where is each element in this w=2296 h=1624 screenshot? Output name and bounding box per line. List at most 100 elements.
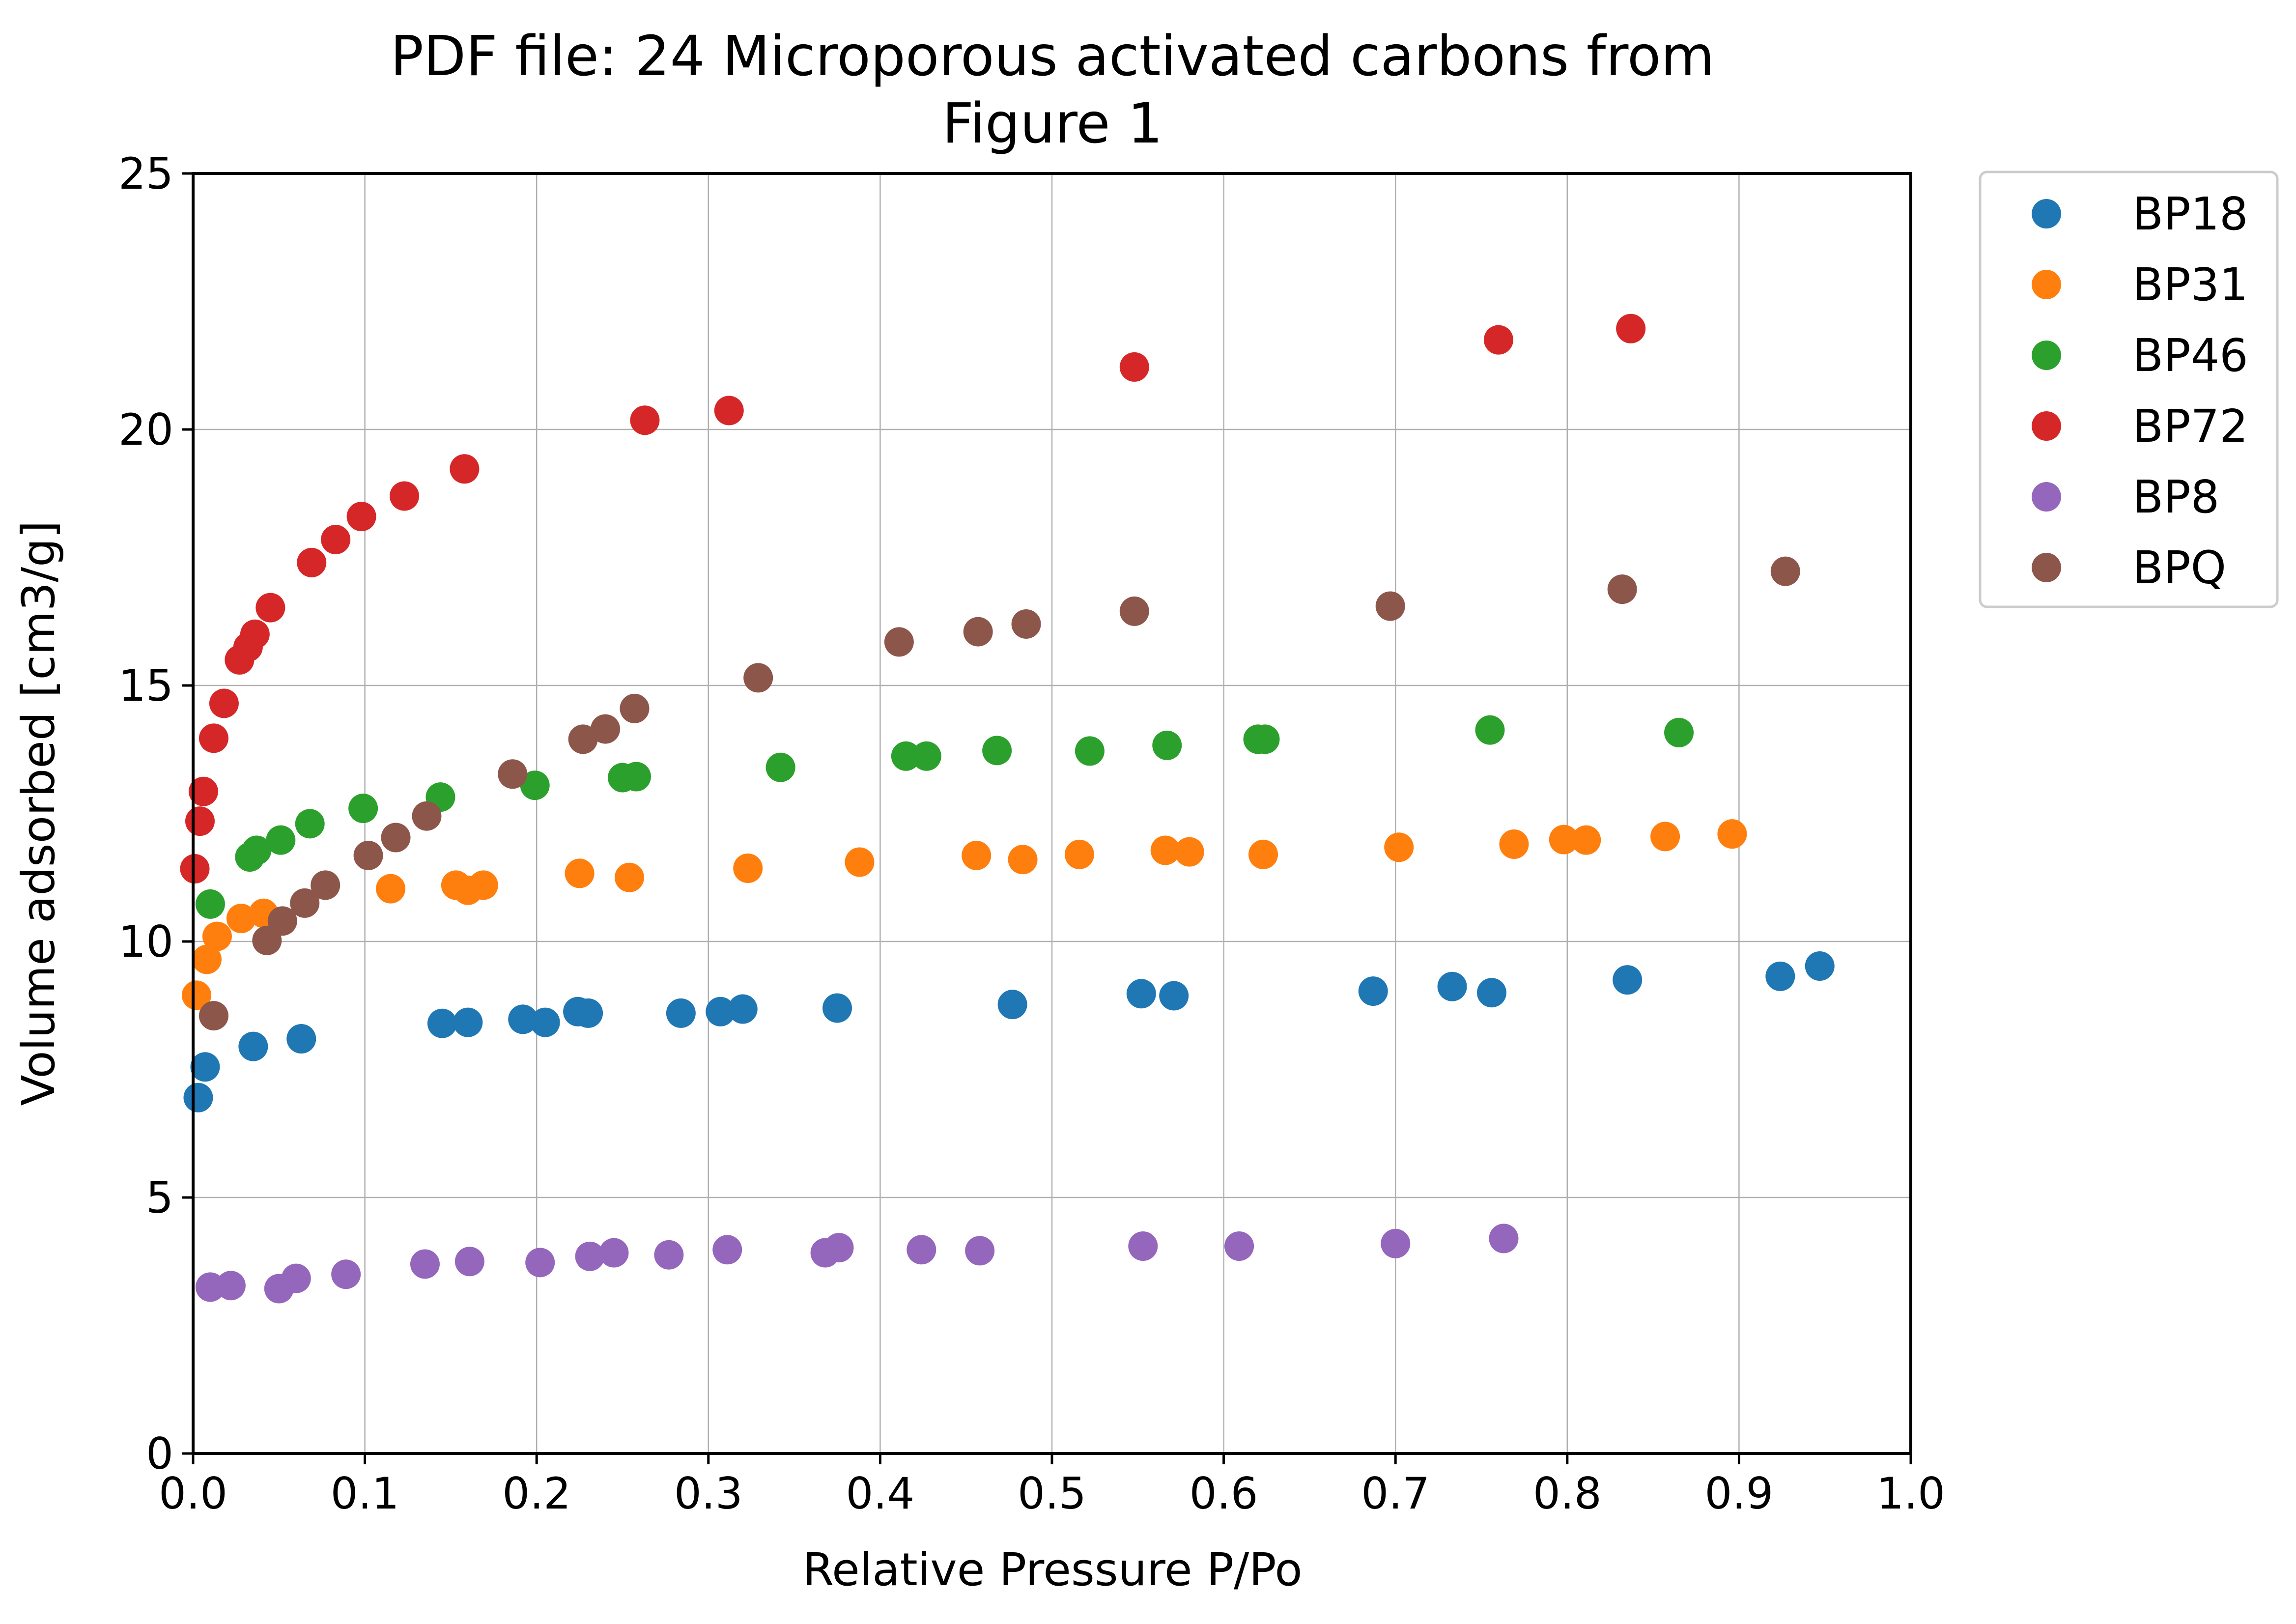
data-point <box>1499 829 1529 859</box>
data-point <box>346 502 376 532</box>
data-point <box>267 906 297 936</box>
data-point <box>1159 981 1189 1011</box>
data-point <box>453 1007 483 1037</box>
data-point <box>1476 978 1506 1008</box>
data-point <box>575 1241 605 1271</box>
data-point <box>1150 835 1180 865</box>
data-point <box>1765 961 1795 991</box>
data-point <box>188 776 218 806</box>
data-point <box>654 1240 684 1270</box>
series-bp46 <box>195 715 1694 919</box>
y-tick-label: 20 <box>118 404 173 455</box>
data-point <box>630 405 660 435</box>
data-point <box>525 1248 555 1278</box>
x-tick-label: 0.9 <box>1704 1468 1773 1519</box>
series-bp31 <box>181 819 1747 1010</box>
data-point <box>824 1233 854 1263</box>
data-point <box>743 663 773 693</box>
data-point <box>591 714 621 744</box>
data-point <box>573 998 603 1028</box>
x-tick-label: 0.0 <box>159 1468 227 1519</box>
data-point <box>508 1004 538 1034</box>
data-point <box>965 1236 995 1266</box>
data-point <box>468 870 498 900</box>
data-point <box>427 1008 457 1038</box>
data-point <box>706 997 736 1026</box>
data-point <box>454 1247 484 1277</box>
data-point <box>1375 591 1405 621</box>
data-point <box>1437 971 1467 1001</box>
data-point <box>621 762 651 792</box>
x-tick-label: 0.6 <box>1190 1468 1258 1519</box>
data-point <box>321 525 351 555</box>
data-point <box>290 888 320 918</box>
data-point <box>907 1235 936 1265</box>
legend: BP18 BP31 BP46 BP72 BP8 BPQ <box>1979 171 2279 608</box>
data-point <box>1650 822 1680 852</box>
x-tick-label: 1.0 <box>1876 1468 1945 1519</box>
series-bp8 <box>195 1224 1519 1304</box>
data-point <box>331 1259 361 1289</box>
data-point <box>620 693 650 723</box>
data-point <box>295 809 325 839</box>
data-point <box>255 593 285 623</box>
data-point <box>202 921 232 951</box>
legend-marker <box>2032 341 2061 370</box>
data-point <box>242 835 272 865</box>
legend-label: BP31 <box>2132 258 2248 311</box>
data-point <box>1770 556 1800 586</box>
data-point <box>1664 717 1694 747</box>
data-point <box>1224 1231 1254 1261</box>
data-point <box>520 770 550 800</box>
data-point <box>1119 596 1149 626</box>
data-point <box>281 1263 311 1293</box>
data-point <box>180 854 210 884</box>
data-point <box>963 617 993 647</box>
data-point <box>1549 825 1579 855</box>
legend-marker <box>2032 411 2061 441</box>
y-axis-label: Volume adsorbed [cm3/g] <box>12 521 65 1106</box>
y-tick-label: 0 <box>146 1428 173 1479</box>
data-point <box>1384 832 1414 862</box>
data-point <box>390 481 420 511</box>
data-point <box>599 1238 629 1268</box>
data-point <box>381 823 411 853</box>
data-point <box>190 1052 220 1082</box>
data-point <box>666 998 696 1028</box>
data-point <box>1358 976 1388 1006</box>
legend-label: BPQ <box>2132 541 2226 594</box>
data-point <box>884 627 914 657</box>
data-point <box>192 944 222 974</box>
data-points <box>180 313 1835 1304</box>
legend-marker <box>2032 199 2061 228</box>
data-point <box>1489 1224 1519 1254</box>
data-point <box>1616 313 1646 343</box>
axis-ticks: 0.0 0.1 0.2 0.3 0.4 0.5 0.6 0.7 0.8 0.9 1.0 0 5 10 15 2… <box>118 148 1945 1519</box>
data-point <box>183 1083 213 1112</box>
data-point <box>1381 1228 1411 1258</box>
data-point <box>1483 325 1513 355</box>
data-point <box>530 1007 560 1037</box>
data-point <box>1607 574 1637 604</box>
data-point <box>997 990 1027 1020</box>
data-point <box>209 688 239 718</box>
legend-label: BP18 <box>2132 188 2248 240</box>
data-point <box>1613 965 1643 995</box>
data-point <box>1008 845 1038 875</box>
y-tick-label: 25 <box>118 148 173 199</box>
data-point <box>733 853 763 883</box>
data-point <box>195 889 225 919</box>
legend-label: BP72 <box>2132 400 2248 453</box>
series-bp72 <box>180 313 1646 884</box>
data-point <box>1717 819 1747 849</box>
legend-label: BP8 <box>2132 471 2219 523</box>
chart-title: PDF file: 24 Microporous activated carbo… <box>390 25 1714 88</box>
series-bp18 <box>183 951 1835 1112</box>
data-point <box>181 980 211 1010</box>
data-point <box>1250 724 1280 754</box>
x-tick-label: 0.4 <box>846 1468 914 1519</box>
x-tick-label: 0.8 <box>1533 1468 1602 1519</box>
data-point <box>845 847 875 877</box>
